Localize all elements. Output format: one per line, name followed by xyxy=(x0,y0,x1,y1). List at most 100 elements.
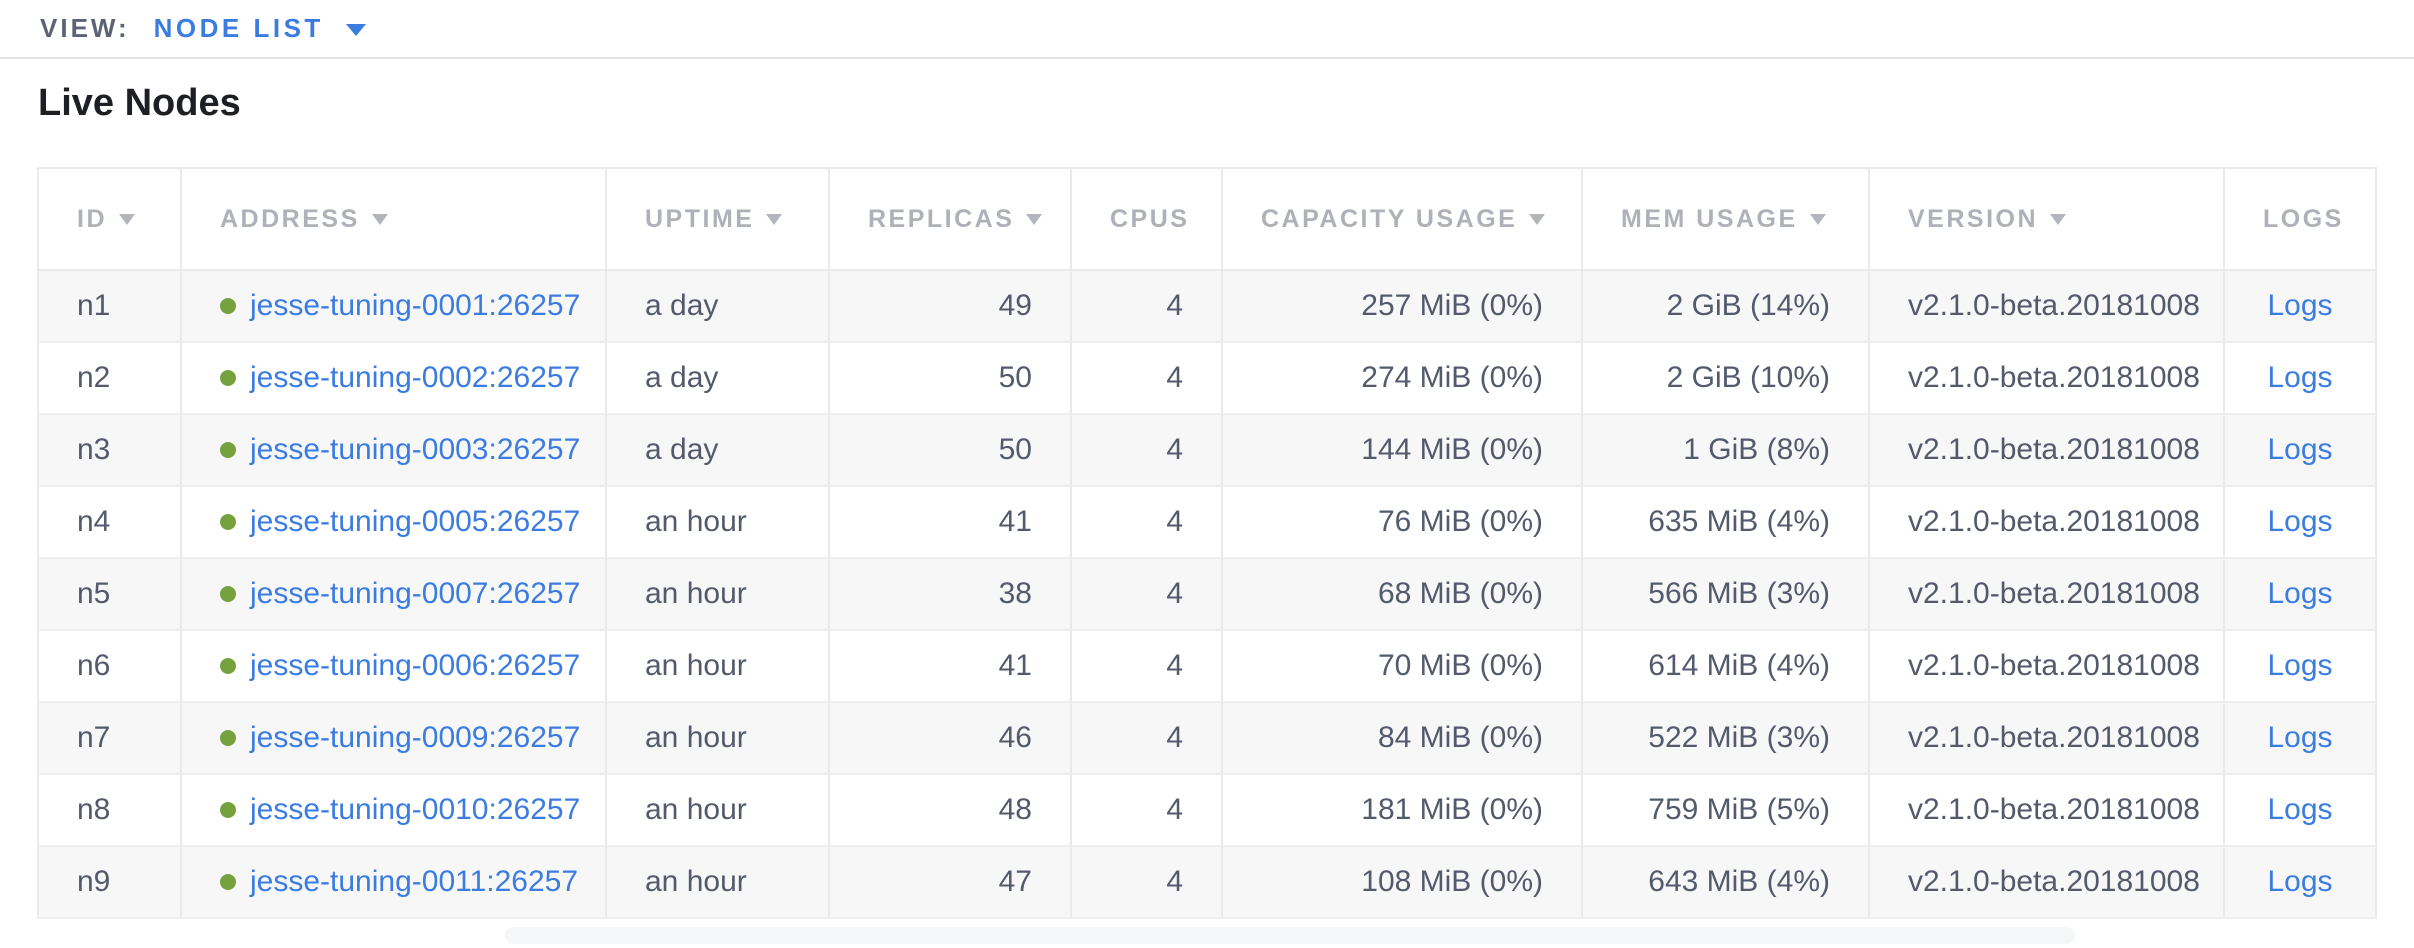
node-address-cell: jesse-tuning-0007:26257 xyxy=(180,557,607,631)
node-mem-usage-cell: 566 MiB (3%) xyxy=(1581,557,1870,631)
node-address-link[interactable]: jesse-tuning-0003:26257 xyxy=(250,433,581,466)
node-capacity-usage-cell: 84 MiB (0%) xyxy=(1221,701,1583,775)
column-header-capacity-usage[interactable]: CAPACITY USAGE xyxy=(1221,167,1583,271)
node-address-link[interactable]: jesse-tuning-0011:26257 xyxy=(250,865,579,898)
horizontal-scrollbar-thumb[interactable] xyxy=(505,927,2075,944)
live-nodes-table-container: ID ADDRESS UPTIME REPLICAS CPUS CAPACITY… xyxy=(37,167,2377,919)
node-id-cell: n5 xyxy=(37,557,182,631)
sort-desc-icon xyxy=(2050,213,2067,225)
column-header-mem-usage[interactable]: MEM USAGE xyxy=(1581,167,1870,271)
node-cpus-cell: 4 xyxy=(1070,773,1223,847)
view-selector-dropdown[interactable]: NODE LIST xyxy=(154,13,366,44)
node-cpus-cell: 4 xyxy=(1070,269,1223,343)
node-replicas-cell: 46 xyxy=(828,701,1072,775)
node-replicas-cell: 47 xyxy=(828,845,1072,919)
node-id: n4 xyxy=(77,505,111,538)
table-row: n4 jesse-tuning-0005:26257 an hour 41 4 … xyxy=(37,485,2377,559)
node-live-status-icon xyxy=(220,586,236,602)
node-id: n2 xyxy=(77,361,111,394)
node-logs-link[interactable]: Logs xyxy=(2267,721,2333,754)
node-id-cell: n1 xyxy=(37,269,182,343)
node-id-cell: n6 xyxy=(37,629,182,703)
node-logs-link[interactable]: Logs xyxy=(2267,865,2333,898)
column-header-label: VERSION xyxy=(1908,204,2039,233)
node-uptime-cell: an hour xyxy=(605,629,830,703)
node-address-link[interactable]: jesse-tuning-0010:26257 xyxy=(250,793,581,826)
column-header-uptime[interactable]: UPTIME xyxy=(605,167,830,271)
node-uptime-cell: an hour xyxy=(605,773,830,847)
node-replicas-cell: 50 xyxy=(828,413,1072,487)
node-mem-usage-cell: 2 GiB (14%) xyxy=(1581,269,1870,343)
node-logs-link[interactable]: Logs xyxy=(2267,793,2333,826)
table-row: n9 jesse-tuning-0011:26257 an hour 47 4 … xyxy=(37,845,2377,919)
node-address-cell: jesse-tuning-0001:26257 xyxy=(180,269,607,343)
page-title: Live Nodes xyxy=(38,82,241,124)
node-address-link[interactable]: jesse-tuning-0002:26257 xyxy=(250,361,581,394)
node-capacity-usage-cell: 257 MiB (0%) xyxy=(1221,269,1583,343)
node-id: n8 xyxy=(77,793,111,826)
node-logs-cell: Logs xyxy=(2223,269,2377,343)
column-header-label: ADDRESS xyxy=(220,204,360,233)
column-header-id[interactable]: ID xyxy=(37,167,182,271)
node-address-link[interactable]: jesse-tuning-0009:26257 xyxy=(250,721,581,754)
column-header-label: CPUS xyxy=(1110,204,1190,233)
node-replicas-cell: 41 xyxy=(828,629,1072,703)
node-address-link[interactable]: jesse-tuning-0007:26257 xyxy=(250,577,581,610)
node-id: n1 xyxy=(77,289,111,322)
node-address-cell: jesse-tuning-0002:26257 xyxy=(180,341,607,415)
sort-desc-icon xyxy=(119,213,135,225)
node-live-status-icon xyxy=(220,730,236,746)
column-header-version[interactable]: VERSION xyxy=(1868,167,2225,271)
sort-desc-icon xyxy=(1529,213,1546,225)
sort-desc-icon xyxy=(371,213,388,225)
node-id-cell: n7 xyxy=(37,701,182,775)
node-logs-cell: Logs xyxy=(2223,773,2377,847)
node-logs-cell: Logs xyxy=(2223,629,2377,703)
node-cpus-cell: 4 xyxy=(1070,701,1223,775)
node-uptime-cell: a day xyxy=(605,269,830,343)
node-logs-cell: Logs xyxy=(2223,845,2377,919)
column-header-label: REPLICAS xyxy=(868,204,1015,233)
node-cpus-cell: 4 xyxy=(1070,629,1223,703)
node-uptime-cell: an hour xyxy=(605,557,830,631)
table-row: n6 jesse-tuning-0006:26257 an hour 41 4 … xyxy=(37,629,2377,703)
node-replicas-cell: 50 xyxy=(828,341,1072,415)
node-mem-usage-cell: 522 MiB (3%) xyxy=(1581,701,1870,775)
node-address-link[interactable]: jesse-tuning-0001:26257 xyxy=(250,289,581,322)
node-id: n7 xyxy=(77,721,111,754)
column-header-label: UPTIME xyxy=(645,204,755,233)
column-header-label: CAPACITY USAGE xyxy=(1261,204,1518,233)
column-header-replicas[interactable]: REPLICAS xyxy=(828,167,1072,271)
node-address-link[interactable]: jesse-tuning-0006:26257 xyxy=(250,649,581,682)
node-logs-link[interactable]: Logs xyxy=(2267,289,2333,322)
node-logs-link[interactable]: Logs xyxy=(2267,433,2333,466)
sort-desc-icon xyxy=(1809,213,1826,225)
column-header-address[interactable]: ADDRESS xyxy=(180,167,607,271)
column-header-cpus: CPUS xyxy=(1070,167,1223,271)
node-version-cell: v2.1.0-beta.20181008 xyxy=(1868,629,2225,703)
node-uptime-cell: an hour xyxy=(605,485,830,559)
node-address-cell: jesse-tuning-0011:26257 xyxy=(180,845,607,919)
node-replicas-cell: 41 xyxy=(828,485,1072,559)
node-capacity-usage-cell: 144 MiB (0%) xyxy=(1221,413,1583,487)
node-logs-link[interactable]: Logs xyxy=(2267,361,2333,394)
node-version-cell: v2.1.0-beta.20181008 xyxy=(1868,341,2225,415)
live-nodes-table: ID ADDRESS UPTIME REPLICAS CPUS CAPACITY… xyxy=(37,167,2377,919)
node-version-cell: v2.1.0-beta.20181008 xyxy=(1868,845,2225,919)
node-replicas-cell: 38 xyxy=(828,557,1072,631)
sort-desc-icon xyxy=(1026,213,1043,225)
table-row: n1 jesse-tuning-0001:26257 a day 49 4 25… xyxy=(37,269,2377,343)
node-id: n6 xyxy=(77,649,111,682)
node-live-status-icon xyxy=(220,370,236,386)
node-address-cell: jesse-tuning-0009:26257 xyxy=(180,701,607,775)
caret-down-icon xyxy=(345,24,366,36)
node-address-cell: jesse-tuning-0010:26257 xyxy=(180,773,607,847)
node-logs-link[interactable]: Logs xyxy=(2267,505,2333,538)
node-address-link[interactable]: jesse-tuning-0005:26257 xyxy=(250,505,581,538)
node-logs-link[interactable]: Logs xyxy=(2267,577,2333,610)
node-mem-usage-cell: 614 MiB (4%) xyxy=(1581,629,1870,703)
node-live-status-icon xyxy=(220,802,236,818)
table-row: n5 jesse-tuning-0007:26257 an hour 38 4 … xyxy=(37,557,2377,631)
node-replicas-cell: 48 xyxy=(828,773,1072,847)
node-logs-link[interactable]: Logs xyxy=(2267,649,2333,682)
